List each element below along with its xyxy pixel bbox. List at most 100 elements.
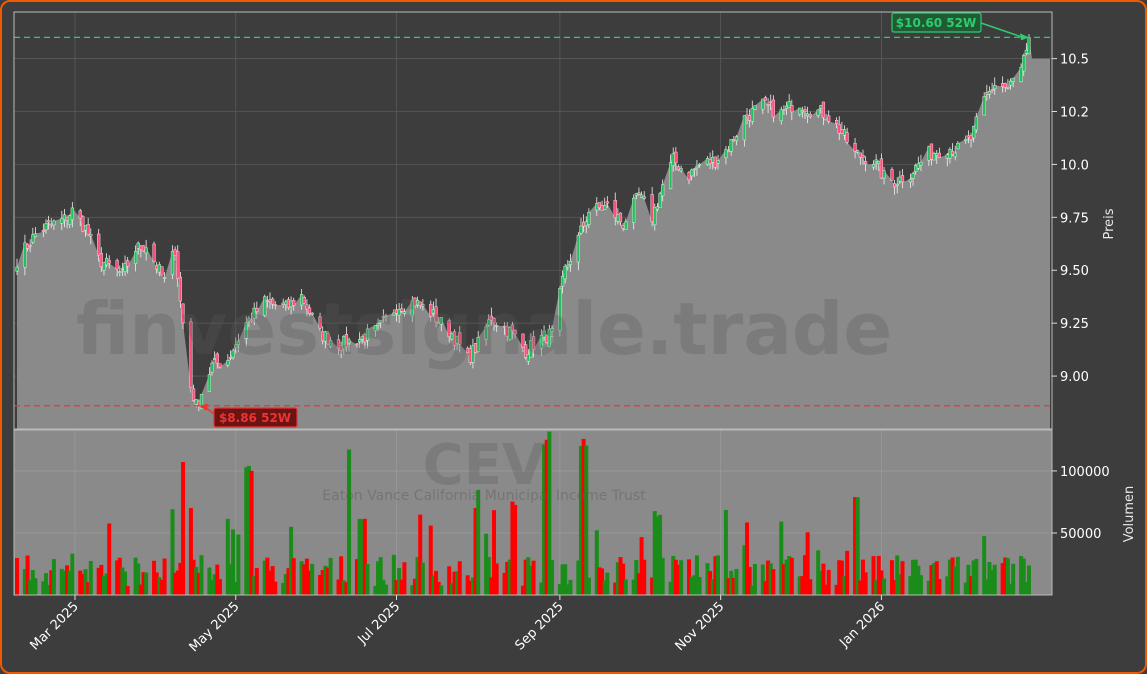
volume-bar xyxy=(83,569,88,595)
volume-bar xyxy=(320,569,325,595)
candle-body xyxy=(144,247,148,254)
volume-bar xyxy=(188,507,193,595)
candle-body xyxy=(65,217,69,221)
volume-bar xyxy=(373,585,378,595)
candle-body xyxy=(81,216,85,232)
candle-body xyxy=(908,178,913,183)
candle-body xyxy=(566,264,570,268)
volume-bar xyxy=(729,570,734,595)
candle-body xyxy=(745,114,749,118)
candle-body xyxy=(639,194,644,198)
volume-bar xyxy=(787,556,792,595)
candle-body xyxy=(1006,87,1010,89)
volume-bar xyxy=(181,462,186,595)
volume-bar xyxy=(689,576,694,595)
volume-bar xyxy=(360,519,365,595)
candle-body xyxy=(524,344,528,358)
candle-body xyxy=(421,304,425,307)
volume-bar xyxy=(141,572,146,595)
volume-bar xyxy=(568,579,573,595)
volume-bar xyxy=(225,518,230,595)
volume-bar xyxy=(457,561,462,595)
candle-body xyxy=(336,339,341,349)
volume-bar xyxy=(808,579,813,595)
volume-bar xyxy=(1008,583,1013,595)
candle-body xyxy=(118,271,122,273)
volume-bar xyxy=(650,577,655,595)
candle-body xyxy=(139,245,143,250)
volume-bar xyxy=(447,566,452,595)
volume-bar xyxy=(934,561,939,595)
volume-bar xyxy=(394,580,399,595)
volume-bar xyxy=(217,579,222,595)
volume-bar xyxy=(705,563,710,595)
volume-bar xyxy=(144,572,149,595)
volume-bar xyxy=(992,564,997,595)
volume-bar xyxy=(362,518,367,595)
volume-bar xyxy=(341,580,346,595)
candle-body xyxy=(582,221,586,227)
candle-body xyxy=(864,161,868,165)
volume-bar xyxy=(125,585,130,595)
candle-body xyxy=(898,176,902,182)
candle-body xyxy=(292,300,296,306)
volume-bar xyxy=(731,577,736,595)
candle-body xyxy=(176,251,180,280)
candle-body xyxy=(761,98,765,110)
low-52w-arrowhead xyxy=(198,403,208,411)
volume-bar xyxy=(826,569,831,595)
volume-bar xyxy=(154,572,159,595)
candle-body xyxy=(711,156,715,163)
candle-body xyxy=(842,129,847,136)
watermark-fund-name: Eaton Vance California Municipal Income … xyxy=(322,488,646,504)
volume-bar xyxy=(945,576,950,595)
candle-body xyxy=(271,298,275,305)
volume-bar xyxy=(839,560,844,595)
candle-body xyxy=(181,303,185,324)
candle-body xyxy=(373,325,378,331)
price-tick-label: 10.5 xyxy=(1060,53,1089,68)
volume-bar xyxy=(339,556,344,595)
volume-bar xyxy=(62,570,67,595)
candle-body xyxy=(255,308,259,312)
candle-body xyxy=(595,203,599,211)
volume-bar xyxy=(818,570,823,595)
volume-bar xyxy=(816,550,821,595)
candle-body xyxy=(779,109,783,121)
volume-bar xyxy=(254,568,259,595)
candle-body xyxy=(329,340,333,347)
volume-bar xyxy=(49,570,54,595)
candle-body xyxy=(52,220,56,226)
high-52w-label-box xyxy=(891,12,982,33)
volume-bar xyxy=(526,557,531,595)
volume-bar xyxy=(694,555,699,595)
volume-bar xyxy=(797,576,802,595)
volume-bar xyxy=(15,558,19,595)
volume-bar xyxy=(344,582,349,595)
volume-bar xyxy=(336,579,341,595)
volume-bar xyxy=(953,566,958,595)
x-tick-label: Nov 2025 xyxy=(673,599,728,654)
volume-bar xyxy=(911,559,916,595)
candle-body xyxy=(558,288,562,331)
volume-bar xyxy=(207,567,212,595)
high-52w-label: $10.60 52W xyxy=(896,16,976,30)
candle-body xyxy=(845,132,849,143)
volume-bar xyxy=(357,518,362,595)
volume-bar xyxy=(78,570,83,595)
candle-body xyxy=(273,304,277,306)
volume-bar xyxy=(623,579,628,595)
candle-body xyxy=(136,242,140,249)
volume-bar xyxy=(43,573,48,595)
candle-body xyxy=(120,268,125,270)
candle-body xyxy=(895,184,899,186)
volume-bar xyxy=(88,561,93,595)
volume-bar xyxy=(578,446,583,595)
candle-body xyxy=(1008,80,1013,86)
volume-bar xyxy=(602,580,607,595)
volume-bar xyxy=(523,559,528,595)
volume-bar xyxy=(152,560,157,595)
candle-body xyxy=(384,315,388,317)
volume-bar xyxy=(842,575,847,595)
